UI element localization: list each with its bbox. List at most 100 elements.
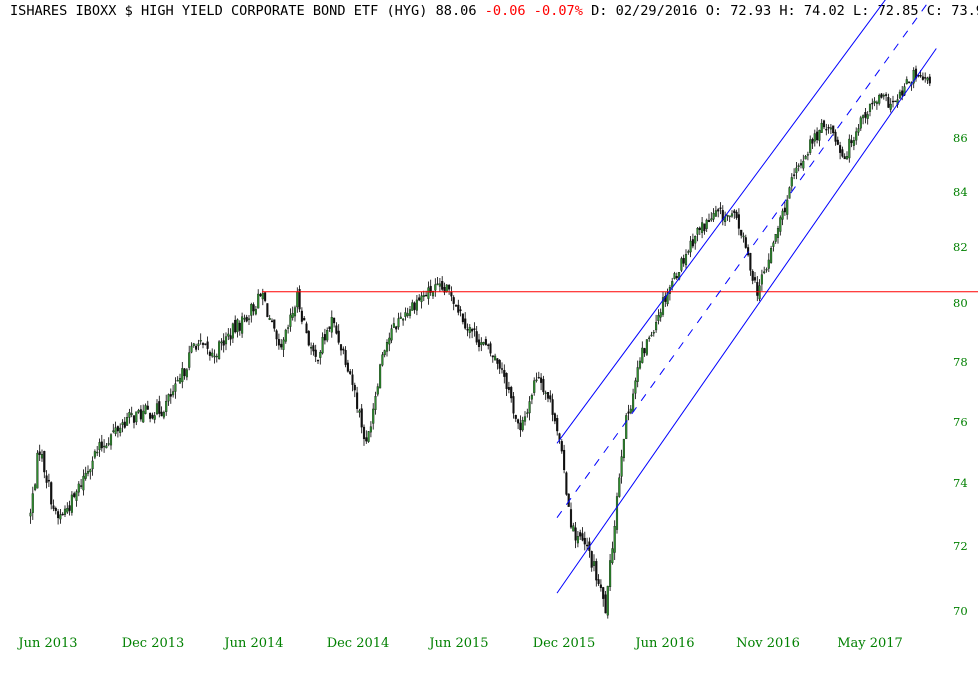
x-tick-label: Dec 2014	[327, 636, 390, 651]
candle-up	[296, 291, 299, 308]
candle-down	[346, 362, 349, 372]
x-tick-label: Dec 2015	[533, 636, 596, 651]
candle-down	[252, 304, 255, 312]
candle-down	[298, 289, 301, 310]
candle-up	[268, 318, 271, 320]
candle-up	[190, 345, 193, 353]
candle-up	[381, 354, 384, 366]
candle-up	[862, 115, 865, 119]
candle-down	[843, 156, 846, 160]
candle-down	[116, 426, 119, 432]
candle-up	[806, 154, 809, 156]
candle-down	[519, 422, 522, 431]
candle-down	[229, 335, 232, 340]
candle-up	[372, 408, 375, 424]
candle-down	[365, 437, 368, 442]
candle-down	[744, 237, 747, 248]
candle-down	[80, 485, 83, 487]
y-tick-label: 78	[953, 355, 968, 369]
candle-down	[335, 325, 338, 334]
candle-down	[583, 537, 586, 545]
candle-down	[747, 247, 750, 256]
candle-down	[836, 139, 839, 145]
y-tick-label: 76	[953, 415, 968, 429]
candle-up	[31, 493, 34, 513]
candle-up	[772, 242, 775, 247]
candle-up	[142, 410, 145, 423]
candle-down	[123, 421, 126, 428]
candle-up	[770, 248, 773, 263]
candle-up	[137, 410, 140, 413]
candle-up	[128, 412, 131, 418]
candle-down	[54, 507, 57, 511]
candle-down	[356, 392, 359, 409]
candle-down	[464, 318, 467, 329]
candle-up	[220, 341, 223, 344]
candle-up	[119, 427, 122, 433]
candle-up	[673, 273, 676, 279]
candle-up	[112, 430, 115, 432]
candle-up	[765, 269, 768, 271]
candle-down	[733, 210, 736, 213]
candle-up	[786, 199, 789, 215]
candle-up	[903, 86, 906, 96]
candle-up	[224, 336, 228, 345]
bar-close: C: 73.97	[926, 3, 978, 19]
candle-down	[590, 551, 593, 568]
candle-up	[103, 445, 106, 448]
candle-down	[259, 294, 262, 297]
candle-down	[698, 227, 701, 231]
candle-up	[121, 422, 124, 425]
candle-down	[756, 282, 759, 296]
candle-up	[379, 364, 382, 389]
candle-up	[93, 451, 96, 458]
candle-down	[675, 276, 678, 279]
candle-down	[841, 149, 844, 157]
candle-down	[579, 532, 582, 537]
candle-down	[556, 418, 559, 432]
candle-up	[197, 343, 200, 347]
candle-down	[222, 340, 225, 346]
candle-up	[199, 340, 202, 342]
candle-down	[360, 408, 363, 428]
candle-down	[719, 207, 722, 209]
channel-mid-line	[556, 0, 931, 518]
candle-up	[213, 355, 216, 358]
candle-down	[275, 330, 278, 340]
candle-down	[351, 374, 354, 385]
candle-up	[468, 326, 471, 333]
candle-down	[894, 100, 897, 103]
candle-down	[337, 330, 340, 343]
candle-up	[657, 315, 660, 322]
candle-down	[477, 339, 481, 348]
candle-up	[494, 355, 497, 361]
candle-up	[107, 443, 110, 445]
candle-down	[919, 75, 922, 77]
candle-up	[397, 318, 400, 328]
candlestick-series	[29, 65, 931, 619]
candle-down	[825, 128, 828, 131]
x-tick-label: Dec 2013	[122, 636, 185, 651]
candle-up	[845, 156, 849, 160]
candle-up	[726, 214, 729, 217]
candle-down	[245, 316, 248, 322]
candle-up	[105, 445, 108, 449]
y-tick-label: 84	[953, 185, 968, 199]
candle-down	[574, 527, 577, 541]
candle-up	[96, 451, 99, 454]
candle-down	[489, 343, 492, 354]
candle-down	[303, 318, 306, 321]
candle-down	[132, 415, 136, 423]
candle-up	[533, 380, 536, 393]
candle-up	[701, 222, 704, 233]
bar-open: O: 72.93	[705, 3, 772, 19]
candle-up	[155, 403, 159, 415]
candle-down	[206, 341, 209, 349]
x-tick-label: Jun 2015	[427, 636, 488, 651]
candle-down	[208, 351, 211, 356]
candle-down	[312, 345, 315, 352]
candle-down	[891, 100, 895, 103]
candle-down	[487, 344, 490, 346]
candle-up	[797, 165, 800, 167]
